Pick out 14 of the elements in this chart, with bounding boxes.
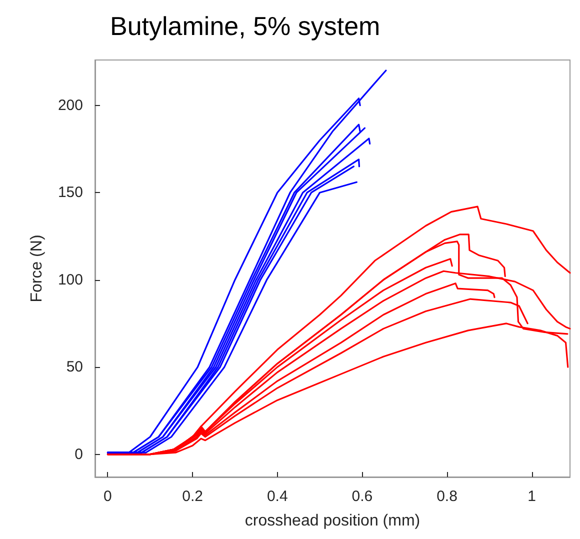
y-tick-label: 150 — [58, 184, 83, 202]
x-tick-label: 0.2 — [182, 488, 203, 505]
y-tick-label: 50 — [66, 358, 83, 376]
y-tick-label: 100 — [58, 271, 83, 288]
y-tick-label: 0 — [74, 446, 83, 463]
x-tick-label: 0 — [104, 488, 112, 505]
x-tick-label: 0.4 — [266, 488, 288, 505]
y-tick-label: 200 — [58, 96, 83, 114]
x-tick-label: 0.6 — [352, 488, 373, 505]
x-tick-label: 1 — [528, 488, 536, 505]
y-axis-title: Force (N) — [28, 234, 46, 302]
x-tick-label: 0.8 — [436, 488, 458, 505]
x-axis-title: crosshead position (mm) — [244, 512, 420, 530]
chart-title: Butylamine, 5% system — [110, 11, 380, 41]
